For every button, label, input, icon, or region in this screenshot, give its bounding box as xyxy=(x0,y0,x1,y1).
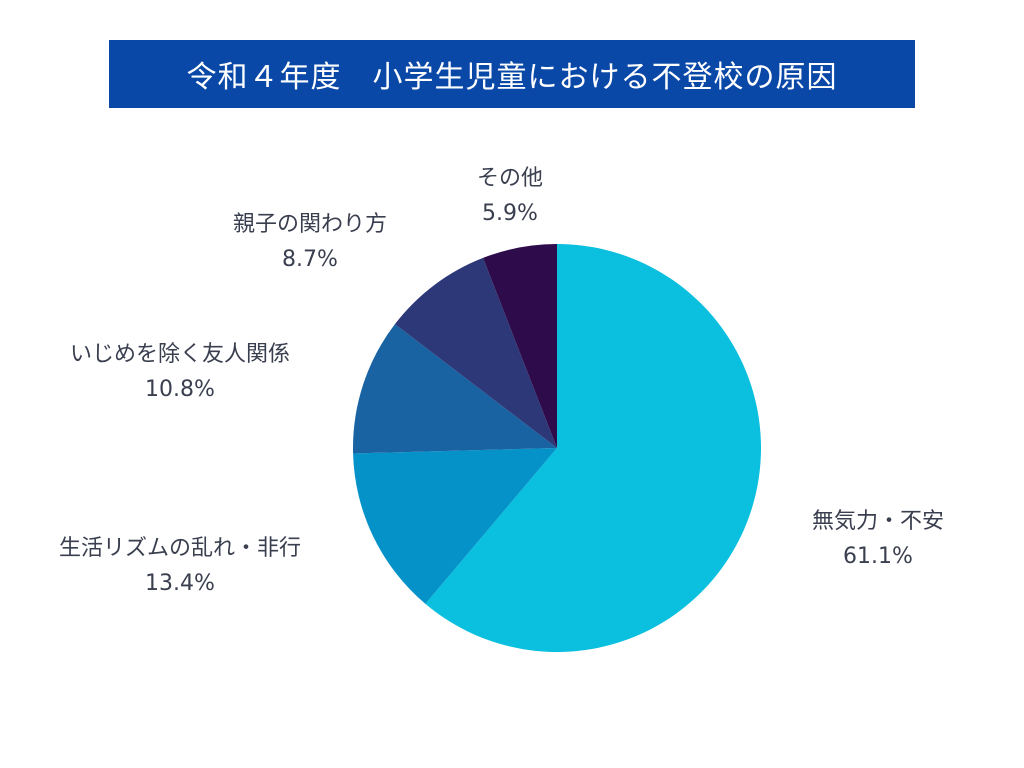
chart-title: 令和４年度 小学生児童における不登校の原因 xyxy=(109,40,915,108)
slice-label-friends: いじめを除く友人関係 xyxy=(70,342,290,367)
pie-slices xyxy=(353,244,761,652)
slice-label-other: その他 xyxy=(477,166,543,191)
slice-label-anxiety: 無気力・不安 xyxy=(812,509,944,534)
slice-value-other: 5.9% xyxy=(482,201,538,226)
slice-label-parenting: 親子の関わり方 xyxy=(233,212,387,237)
pie-slice-lifestyle xyxy=(353,448,557,604)
pie-slice-other xyxy=(483,244,557,448)
slice-value-anxiety: 61.1% xyxy=(843,544,913,569)
pie-slice-friends xyxy=(353,324,557,454)
pie-slice-anxiety xyxy=(425,244,761,652)
pie-slice-parenting xyxy=(394,257,557,448)
slice-value-parenting: 8.7% xyxy=(282,247,338,272)
pie-labels: 無気力・不安 61.1% 生活リズムの乱れ・非行 13.4% いじめを除く友人関… xyxy=(59,166,944,596)
slice-label-lifestyle: 生活リズムの乱れ・非行 xyxy=(59,536,301,561)
slice-value-lifestyle: 13.4% xyxy=(145,571,215,596)
slice-value-friends: 10.8% xyxy=(145,377,215,402)
